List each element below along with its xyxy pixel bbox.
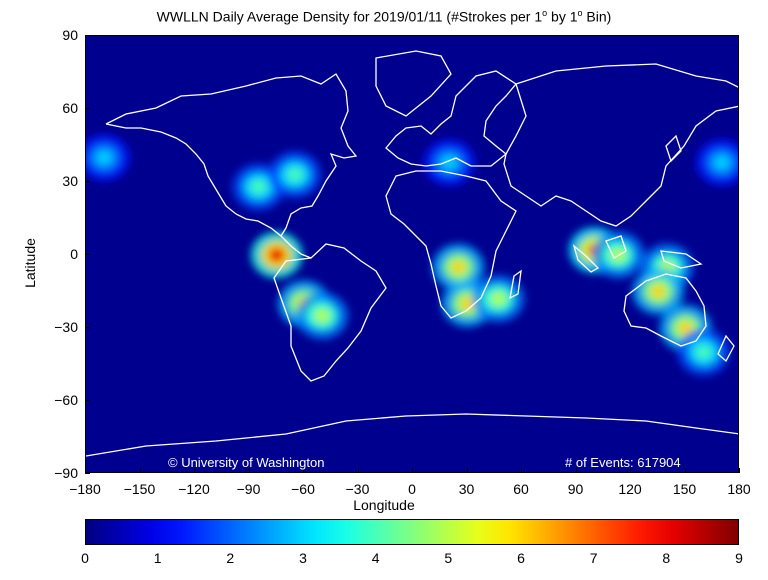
y-tick-label: 60 xyxy=(62,100,78,116)
hotspot-western-atlantic xyxy=(286,167,303,182)
colorbar-tick-label: 7 xyxy=(589,550,598,566)
x-tick-label: −120 xyxy=(178,481,210,497)
event-count-text: # of Events: 617904 xyxy=(565,455,681,470)
x-tick-label: 30 xyxy=(458,481,475,497)
x-tick-mark xyxy=(521,468,522,473)
hotspot-madagascar xyxy=(490,291,507,306)
x-tick-mark xyxy=(85,468,86,473)
coast-new-zealand xyxy=(717,334,735,363)
x-tick-mark xyxy=(684,468,686,473)
x-tick-label: 150 xyxy=(672,481,697,497)
colorbar-tick-label: 1 xyxy=(153,550,162,566)
coast-central-america xyxy=(280,235,312,259)
hotspot-north-pacific-east- xyxy=(96,150,113,165)
coast-greenland xyxy=(375,50,452,117)
y-tick-mark xyxy=(85,254,90,255)
coast-north-america xyxy=(105,73,358,237)
x-tick-label: 180 xyxy=(727,481,751,497)
colorbar-tick-label: 8 xyxy=(662,550,671,566)
hotspot-north-pacific-west- xyxy=(713,155,730,170)
hotspot-gulf-of-mexico-us-southeast xyxy=(250,179,267,195)
coast-europe xyxy=(385,70,517,167)
y-tick-label: −90 xyxy=(54,465,78,481)
y-tick-label: 30 xyxy=(62,173,78,189)
x-tick-mark xyxy=(357,468,359,473)
world-lightning-map xyxy=(85,35,739,473)
hotspot-central-africa xyxy=(450,259,467,275)
y-tick-label: 90 xyxy=(62,27,78,43)
x-tick-mark xyxy=(739,468,740,473)
colorbar-tick-label: 5 xyxy=(444,550,453,566)
x-tick-mark xyxy=(303,468,304,473)
colorbar-tick-label: 6 xyxy=(517,550,525,566)
x-tick-mark xyxy=(575,468,577,473)
coast-japan xyxy=(665,134,682,163)
x-tick-label: −30 xyxy=(345,481,370,497)
hotspot-northern-australia xyxy=(650,284,667,299)
x-tick-mark xyxy=(248,468,250,473)
x-tick-mark xyxy=(194,468,195,473)
x-tick-mark xyxy=(466,468,468,473)
y-tick-label: −30 xyxy=(54,319,78,335)
coast-borneo xyxy=(605,235,627,259)
coast-asia xyxy=(503,63,738,227)
x-tick-label: 0 xyxy=(408,481,416,497)
x-tick-label: −150 xyxy=(123,481,156,497)
map-canvas xyxy=(86,50,738,457)
colorbar xyxy=(85,519,739,545)
coast-madagascar xyxy=(509,269,522,300)
copyright-text: © University of Washington xyxy=(168,455,325,470)
colorbar-tick-label: 4 xyxy=(371,550,380,566)
y-tick-mark xyxy=(85,327,90,328)
hotspot-tasman-sea xyxy=(695,345,712,360)
hotspot-amazon-nw-south-america xyxy=(268,247,285,263)
colorbar-tick-label: 2 xyxy=(226,550,235,566)
colorbar-tick-label: 0 xyxy=(81,550,89,566)
y-tick-label: 0 xyxy=(70,246,78,262)
y-tick-mark xyxy=(85,400,90,401)
x-tick-label: 90 xyxy=(567,481,584,497)
x-tick-label: −180 xyxy=(69,481,101,497)
x-tick-mark xyxy=(630,468,631,473)
x-tick-mark xyxy=(139,468,141,473)
coast-south-america xyxy=(273,243,387,382)
coast-antarctica xyxy=(86,413,738,457)
coast-africa xyxy=(385,170,517,319)
hotspot-southern-africa xyxy=(459,296,476,311)
x-tick-label: −90 xyxy=(236,481,261,497)
x-tick-label: −60 xyxy=(291,481,315,497)
x-tick-mark xyxy=(412,468,413,473)
coast-sumatra xyxy=(572,244,600,273)
coast-new-guinea xyxy=(660,250,703,269)
hotspot-southern-brazil xyxy=(314,308,331,324)
y-tick-label: −60 xyxy=(54,392,78,408)
colorbar-tick-label: 9 xyxy=(735,550,743,566)
hotspot-eastern-australia xyxy=(677,320,694,336)
coastlines xyxy=(86,50,738,457)
y-tick-mark xyxy=(85,108,90,109)
x-tick-label: 120 xyxy=(618,481,642,497)
y-axis-label: Latitude xyxy=(22,238,38,288)
y-tick-mark xyxy=(85,473,90,474)
coast-australia xyxy=(623,273,707,347)
chart-title: WWLLN Daily Average Density for 2019/01/… xyxy=(156,8,612,25)
y-tick-mark xyxy=(85,181,90,182)
x-axis-label: Longitude xyxy=(353,497,415,513)
y-tick-mark xyxy=(85,35,90,36)
colorbar-tick-label: 3 xyxy=(299,550,307,566)
x-tick-label: 60 xyxy=(513,481,529,497)
